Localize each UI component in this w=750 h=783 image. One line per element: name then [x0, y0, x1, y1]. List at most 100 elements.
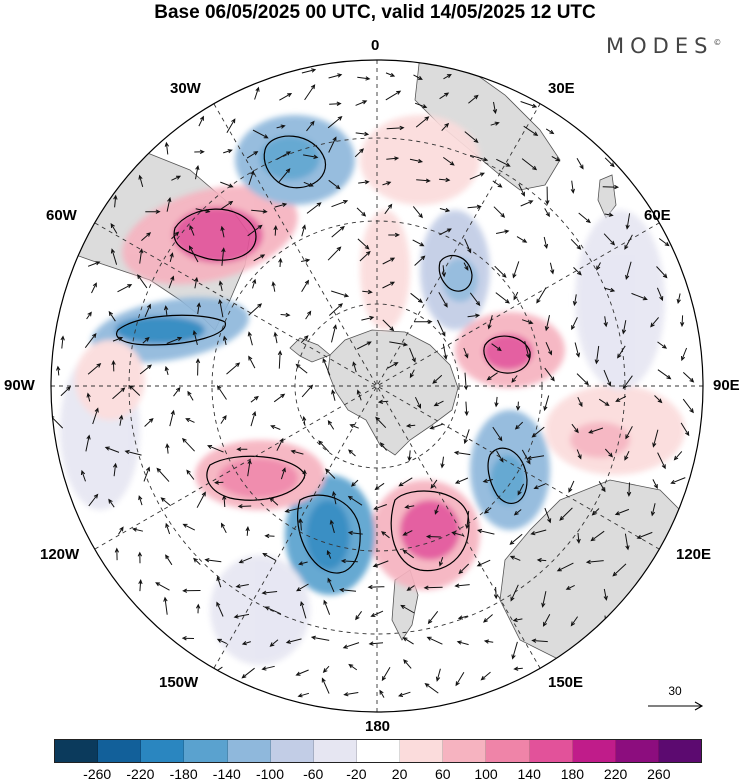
- lon-label-60w: 60W: [46, 207, 77, 224]
- wind-arrow: [574, 342, 581, 358]
- wind-arrow: [111, 359, 116, 372]
- wind-arrow: [434, 504, 440, 515]
- wind-arrow: [439, 92, 450, 100]
- wind-arrow: [682, 372, 695, 383]
- wind-arrow: [269, 497, 279, 506]
- wind-arrow: [301, 279, 310, 293]
- wind-arrow: [656, 266, 668, 279]
- wind-arrow: [328, 303, 343, 316]
- wind-arrow: [513, 291, 519, 301]
- wind-arrow: [576, 532, 581, 544]
- wind-arrow: [60, 386, 71, 397]
- wind-arrow: [295, 363, 308, 374]
- map-boundary: [50, 59, 704, 713]
- lon-label-90e: 90E: [713, 377, 740, 394]
- wind-arrow: [381, 667, 391, 682]
- wind-arrow: [166, 336, 183, 344]
- wind-arrow: [382, 257, 396, 265]
- wind-arrow: [112, 387, 126, 400]
- wind-arrow: [526, 455, 545, 460]
- wind-arrow: [280, 312, 291, 318]
- colorbar-tick-label: 20: [391, 766, 408, 782]
- wind-arrow: [279, 93, 293, 101]
- wind-arrow: [412, 239, 425, 247]
- wind-arrow: [141, 232, 152, 241]
- wind-arrow: [652, 429, 659, 448]
- wind-arrow: [382, 181, 392, 186]
- wind-arrow: [166, 196, 172, 212]
- wind-arrow: [536, 287, 547, 304]
- wind-arrow: [438, 292, 448, 308]
- wind-arrow: [332, 490, 337, 505]
- colorbar-tick-label: -220: [126, 766, 155, 782]
- wind-arrow: [657, 452, 666, 470]
- wind-arrow: [128, 385, 141, 396]
- wind-arrow: [624, 234, 633, 250]
- wind-arrow: [594, 345, 600, 365]
- wind-arrow: [463, 429, 470, 445]
- wind-arrow: [355, 131, 370, 137]
- wind-arrow: [220, 225, 225, 238]
- wind-arrow: [604, 448, 613, 458]
- wind-arrow: [302, 415, 307, 426]
- lon-label-120e: 120E: [676, 546, 712, 563]
- wind-arrow: [296, 583, 309, 592]
- wind-arrow: [524, 340, 531, 359]
- wind-arrow: [680, 315, 685, 328]
- wind-arrow: [348, 663, 358, 671]
- wind-arrow: [303, 181, 314, 187]
- wind-arrow: [216, 601, 224, 617]
- wind-arrow: [650, 503, 656, 517]
- wind-arrow: [235, 583, 249, 589]
- colorbar-tick-label: -60: [303, 766, 324, 782]
- wind-arrow: [173, 386, 181, 397]
- wind-arrow: [409, 369, 415, 379]
- wind-arrow: [131, 527, 144, 532]
- wind-arrow: [143, 466, 151, 482]
- colorbar-segment: [356, 740, 401, 762]
- wind-arrow: [430, 479, 438, 489]
- wind-arrow: [615, 395, 627, 402]
- wind-arrow: [576, 158, 584, 170]
- wind-arrow: [572, 294, 578, 307]
- wind-arrow: [196, 491, 206, 508]
- wind-arrow: [515, 401, 521, 411]
- wind-arrow: [297, 692, 310, 698]
- wind-arrow: [493, 586, 499, 600]
- wind-arrow: [496, 158, 511, 167]
- wind-arrow: [614, 508, 630, 516]
- wind-arrow: [598, 398, 610, 407]
- lon-label-60e: 60E: [644, 207, 671, 224]
- wind-arrow: [306, 202, 322, 214]
- wind-arrow: [223, 149, 233, 154]
- wind-arrow: [144, 418, 154, 427]
- wind-arrow: [164, 365, 169, 376]
- wind-arrow: [248, 303, 263, 316]
- wind-arrow: [513, 666, 523, 671]
- wind-vectors: [51, 68, 695, 698]
- wind-arrow: [441, 265, 447, 278]
- wind-arrow: [347, 495, 363, 506]
- wind-arrow: [442, 343, 448, 360]
- wind-arrow: [495, 292, 510, 304]
- anomaly-sw2-positive-core: [218, 458, 298, 498]
- wind-arrow: [216, 638, 228, 645]
- wind-arrow: [160, 497, 171, 507]
- wind-arrow: [218, 280, 223, 292]
- wind-arrow: [377, 399, 389, 404]
- wind-arrow: [379, 689, 385, 698]
- anomaly-se-negative-core: [490, 455, 526, 505]
- wind-arrow: [110, 223, 118, 234]
- wind-arrow: [241, 667, 255, 679]
- wind-arrow: [331, 324, 337, 343]
- wind-arrow: [138, 174, 144, 188]
- wind-arrow: [182, 588, 201, 593]
- wind-arrow: [354, 148, 365, 158]
- wind-arrow: [382, 319, 395, 332]
- wind-arrow: [85, 434, 91, 452]
- wind-arrow: [356, 389, 362, 401]
- wind-arrow: [195, 358, 201, 376]
- wind-arrow: [612, 563, 627, 577]
- wind-arrow: [512, 261, 520, 279]
- wind-arrow: [271, 281, 276, 292]
